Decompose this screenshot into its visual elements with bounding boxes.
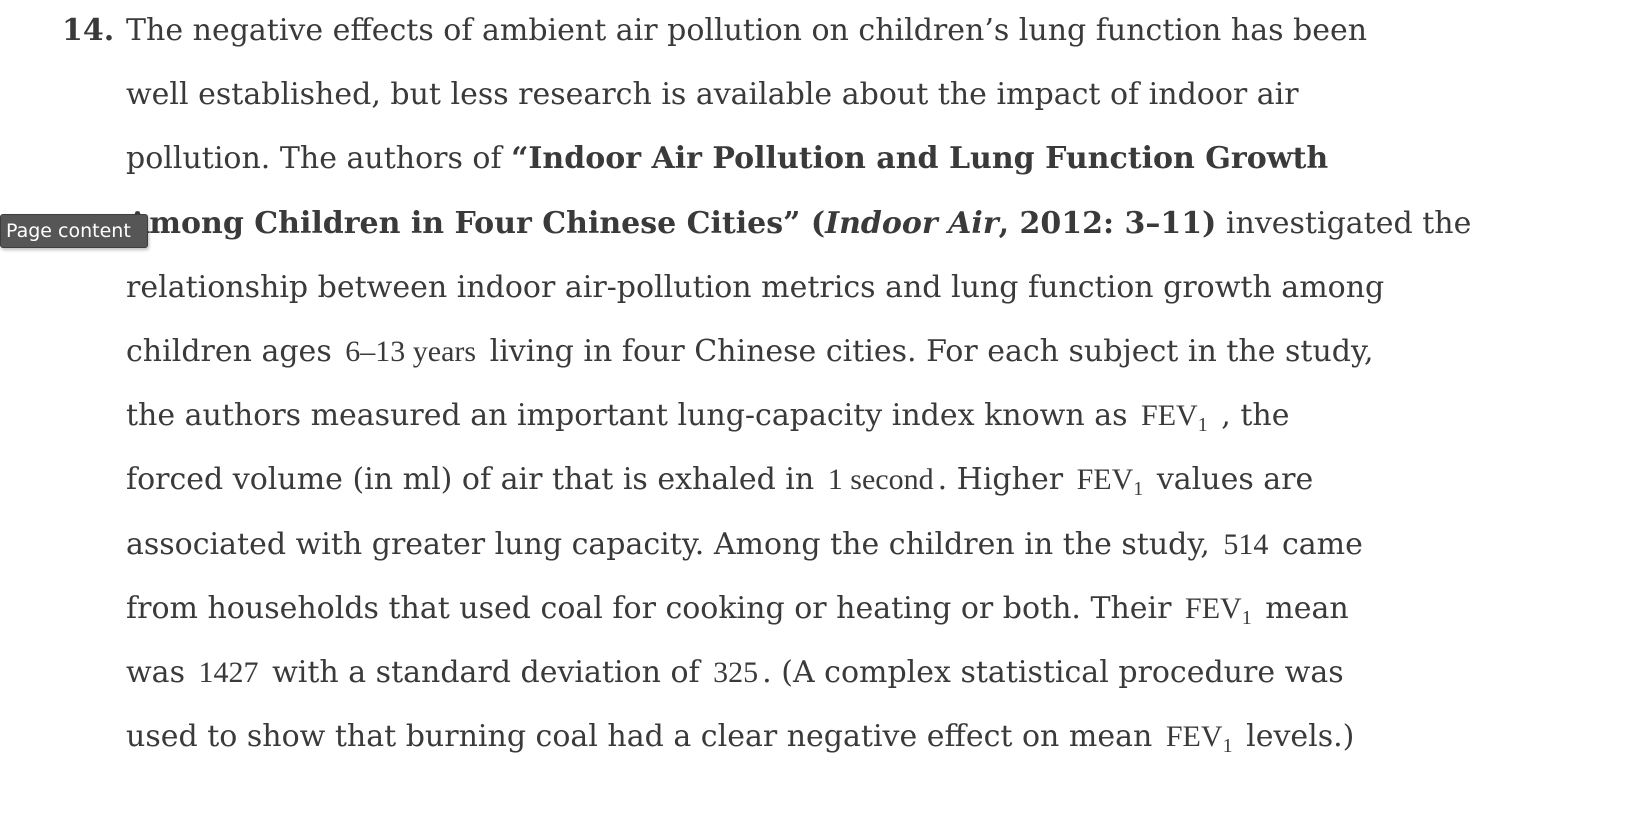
math-symbol: FEV <box>1076 463 1134 497</box>
text-line-4: Among Children in Four Chinese Cities” (… <box>126 204 1546 268</box>
text-run: living in four Chinese cities. For each … <box>489 333 1374 369</box>
text-run: values are <box>1156 462 1314 498</box>
math-subscript: 1 <box>1133 478 1144 501</box>
math-fev1: FEV1 <box>1181 591 1256 628</box>
citation-year-pages: , 2012: 3–11) <box>998 205 1217 241</box>
page-content-tooltip: Page content <box>0 214 148 248</box>
text-run: children ages <box>126 333 332 369</box>
text-run: with a standard deviation of <box>272 654 700 690</box>
math-fev1: FEV1 <box>1073 463 1148 499</box>
exercise-text: The negative effects of ambient air poll… <box>126 11 1546 781</box>
exercise-number: 14. <box>62 13 115 48</box>
text-run: . Higher <box>937 462 1064 498</box>
math-fev1: FEV1 <box>1137 399 1212 435</box>
text-run: came <box>1281 526 1363 562</box>
text-line-10: from households that used coal for cooki… <box>126 589 1546 653</box>
math-symbol: FEV <box>1185 591 1242 625</box>
math-subscript: 1 <box>1197 414 1208 437</box>
text-run: relationship between indoor air-pollutio… <box>126 269 1385 305</box>
text-line-12: used to show that burning coal had a cle… <box>126 717 1546 781</box>
math-age-range: 6–13 years <box>345 334 477 368</box>
text-run: . (A complex statistical procedure was <box>762 654 1344 690</box>
math-symbol: FEV <box>1165 720 1223 754</box>
text-run: forced volume (in ml) of air that is exh… <box>126 462 815 498</box>
text-line-7: the authors measured an important lung-c… <box>126 396 1546 460</box>
journal-name: Indoor Air <box>825 205 999 241</box>
text-line-11: was 1427 with a standard deviation of 32… <box>126 653 1546 717</box>
text-run: was <box>126 654 185 690</box>
text-run: pollution. The authors of <box>126 141 512 177</box>
math-mean: 1427 <box>198 655 259 689</box>
text-run: the authors measured an important lung-c… <box>126 398 1128 434</box>
text-run: well established, but less research is a… <box>126 77 1299 113</box>
math-duration: 1 second <box>827 463 934 497</box>
text-run: , the <box>1221 398 1290 434</box>
math-subscript: 1 <box>1222 735 1233 758</box>
text-line-9: associated with greater lung capacity. A… <box>126 525 1546 589</box>
math-std-dev: 325 <box>713 655 759 689</box>
text-run: mean <box>1265 590 1349 626</box>
text-run: used to show that burning coal had a cle… <box>126 719 1153 755</box>
math-subscript: 1 <box>1241 606 1252 629</box>
text-line-8: forced volume (in ml) of air that is exh… <box>126 460 1546 524</box>
math-fev1: FEV1 <box>1162 720 1237 756</box>
text-run: associated with greater lung capacity. A… <box>126 526 1210 562</box>
text-run: The negative effects of ambient air poll… <box>126 13 1368 48</box>
article-title-part: Among Children in Four Chinese Cities” ( <box>126 205 826 241</box>
text-line-5: relationship between indoor air-pollutio… <box>126 268 1546 332</box>
math-sample-size: 514 <box>1223 527 1269 561</box>
text-run: investigated the <box>1216 205 1472 241</box>
text-line-3: pollution. The authors of “Indoor Air Po… <box>126 139 1546 203</box>
text-run: from households that used coal for cooki… <box>126 590 1172 626</box>
text-run: levels.) <box>1246 719 1355 755</box>
math-symbol: FEV <box>1141 399 1198 433</box>
text-line-1: The negative effects of ambient air poll… <box>126 11 1546 75</box>
text-line-2: well established, but less research is a… <box>126 75 1546 139</box>
text-line-6: children ages 6–13 years living in four … <box>126 332 1546 396</box>
article-title-part: “Indoor Air Pollution and Lung Function … <box>511 141 1329 177</box>
